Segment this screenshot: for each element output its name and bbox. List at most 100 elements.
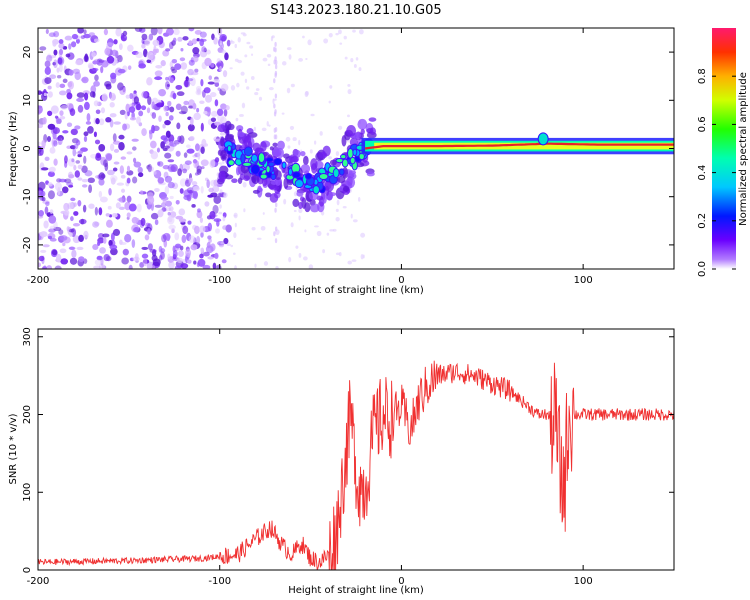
spectrogram-noise-blob <box>186 187 195 194</box>
spectrogram-noise-blob <box>93 80 100 87</box>
spectrogram-noise-blob <box>84 170 93 177</box>
spectrogram-noise-blob <box>232 252 236 255</box>
spectrogram-ridge-line <box>364 142 674 150</box>
spectrogram-ridge-halo <box>251 172 257 184</box>
spectrogram-noise-blob <box>138 63 147 69</box>
spectrogram-noise-blob <box>77 164 83 170</box>
spectrogram-noise-blob <box>140 217 146 227</box>
spectrogram-noise-blob <box>154 76 163 81</box>
spectrogram-noise-blob <box>273 127 277 133</box>
spectrogram-noise-blob <box>210 62 215 68</box>
spectrogram-noise-blob <box>80 147 88 152</box>
spectrogram-noise-blob <box>92 221 99 228</box>
spectrogram-ridge-halo <box>220 136 225 147</box>
spectrogram-noise-blob <box>174 243 182 249</box>
snr-xtick-label: 0 <box>398 576 404 587</box>
spectrogram-noise-blob <box>207 235 212 240</box>
spectrogram-noise-blob <box>66 102 74 109</box>
spectrogram-noise-blob <box>244 54 248 58</box>
spectrogram-noise-blob <box>298 57 304 62</box>
spectrogram-ridge-halo <box>224 120 232 131</box>
spectrogram-ridge-halo <box>283 177 289 189</box>
spectrogram-noise-blob <box>62 78 68 84</box>
spectrogram-noise-blob <box>199 253 204 259</box>
spectrogram-noise-blob <box>169 61 174 68</box>
spectrogram-noise-blob <box>175 199 180 205</box>
spectrogram-noise-blob <box>40 249 47 253</box>
spectrogram-noise-blob <box>95 154 102 161</box>
spectrogram-noise-blob <box>128 264 133 269</box>
spectrogram-noise-blob <box>177 250 184 257</box>
spectrogram-noise-blob <box>155 127 159 131</box>
spectrogram-ridge-blob <box>227 159 235 167</box>
spectrogram-noise-blob <box>118 206 125 211</box>
spectrogram-noise-blob <box>358 29 364 35</box>
spectrogram-noise-blob <box>226 243 231 246</box>
spectrogram-noise-blob <box>83 131 89 137</box>
spectrogram-noise-blob <box>158 115 162 122</box>
spectrogram-noise-blob <box>233 232 237 239</box>
spectrogram-ridge-halo <box>252 189 260 194</box>
spectrogram-noise-blob <box>131 216 139 224</box>
spectrogram-noise-blob <box>183 152 188 158</box>
spectrogram-noise-blob <box>112 133 117 142</box>
spectrogram-ridge-halo <box>296 190 304 197</box>
spectrogram-noise-blob <box>169 106 175 113</box>
spectrogram-noise-blob <box>150 151 159 160</box>
spectrogram-ridge-halo <box>218 170 226 183</box>
spectrogram-noise-blob <box>275 60 278 66</box>
spectrogram-noise-blob <box>74 170 81 178</box>
spectrogram-xtick-label: -200 <box>27 275 50 286</box>
spectrogram-noise-blob <box>66 92 73 100</box>
spectrogram-noise-blob <box>83 55 89 63</box>
spectrogram-noise-blob <box>88 203 95 209</box>
spectrogram-ridge-halo <box>366 171 375 177</box>
spectrogram-noise-blob <box>146 195 155 205</box>
spectrogram-noise-blob <box>251 53 254 57</box>
spectrogram-noise-blob <box>328 156 332 160</box>
spectrogram-noise-blob <box>106 219 113 228</box>
spectrogram-noise-blob <box>81 76 89 84</box>
spectrogram-noise-blob <box>357 196 361 202</box>
spectrogram-noise-blob <box>68 184 74 188</box>
spectrogram-ridge-halo <box>272 142 278 147</box>
spectrogram-noise-blob <box>219 204 222 209</box>
spectrogram-noise-blob <box>120 174 126 179</box>
spectrogram-noise-blob <box>184 160 192 165</box>
spectrogram-ridge-halo <box>346 172 357 180</box>
spectrogram-noise-blob <box>353 64 357 68</box>
spectrogram-noise-blob <box>119 43 123 51</box>
spectrogram-ridge-halo <box>310 158 318 171</box>
spectrogram-noise-blob <box>72 222 81 227</box>
spectrogram-ridge-halo <box>265 192 272 198</box>
spectrogram-noise-blob <box>261 127 267 132</box>
spectrogram-noise-blob <box>126 165 131 172</box>
spectrogram-noise-blob <box>38 105 43 114</box>
spectrogram-noise-blob <box>155 64 163 69</box>
spectrogram-ridge-blob <box>312 185 320 195</box>
spectrogram-noise-blob <box>167 100 172 107</box>
spectrogram-noise-blob <box>121 188 126 193</box>
spectrogram-noise-blob <box>63 202 70 211</box>
spectrogram-noise-blob <box>71 33 79 40</box>
spectrogram-noise-blob <box>165 76 169 81</box>
spectrogram-noise-blob <box>164 120 171 126</box>
spectrogram-noise-blob <box>86 112 91 122</box>
spectrogram-noise-blob <box>116 182 125 186</box>
spectrogram-noise-blob <box>195 143 200 152</box>
spectrogram-xtick-label: -100 <box>208 275 231 286</box>
spectrogram-noise-blob <box>260 225 266 231</box>
spectrogram-noise-blob <box>132 256 140 262</box>
spectrogram-noise-blob <box>132 176 138 184</box>
spectrogram-noise-blob <box>106 42 114 47</box>
spectrogram-ridge-blob <box>273 158 283 166</box>
spectrogram-noise-blob <box>187 220 192 225</box>
spectrogram-noise-blob <box>168 224 176 230</box>
spectrogram-noise-blob <box>218 211 223 215</box>
spectrogram-noise-blob <box>204 57 212 67</box>
spectrogram-noise-blob <box>221 160 225 165</box>
spectrogram-noise-blob <box>210 91 217 98</box>
spectrogram-noise-blob <box>192 186 200 192</box>
spectrogram-noise-blob <box>335 216 340 222</box>
spectrogram-noise-blob <box>94 139 101 145</box>
